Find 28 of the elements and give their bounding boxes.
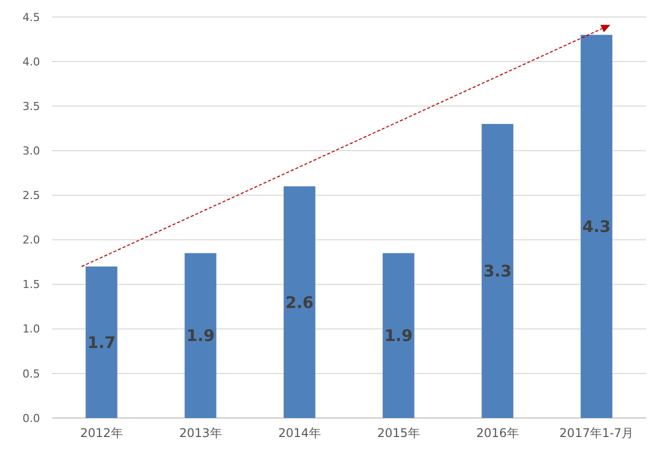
data-label: 1.7 bbox=[87, 332, 116, 352]
x-tick-label: 2015年 bbox=[377, 426, 420, 440]
bar bbox=[284, 186, 316, 418]
bar bbox=[580, 34, 612, 418]
y-tick-label: 4.5 bbox=[22, 10, 40, 24]
y-tick-label: 2.5 bbox=[22, 189, 40, 202]
y-tick-label: 1.5 bbox=[22, 278, 40, 292]
y-tick-label: 3.5 bbox=[22, 100, 40, 113]
data-label: 3.3 bbox=[483, 262, 512, 281]
x-tick-label: 2017年1-7月 bbox=[559, 426, 634, 440]
y-tick-label: 2.0 bbox=[22, 234, 40, 247]
x-tick-label: 2012年 bbox=[80, 426, 123, 440]
x-tick-label: 2013年 bbox=[179, 426, 222, 440]
data-label: 2.6 bbox=[285, 292, 314, 312]
bar bbox=[382, 253, 414, 418]
y-tick-label: 1.0 bbox=[22, 322, 40, 336]
bar bbox=[482, 124, 514, 418]
y-tick-label: 0.5 bbox=[22, 367, 40, 380]
data-label: 1.9 bbox=[186, 326, 215, 346]
data-label: 4.3 bbox=[582, 217, 611, 236]
x-tick-label: 2016年 bbox=[476, 426, 519, 440]
y-tick-label: 4.0 bbox=[22, 55, 40, 68]
y-tick-label: 0.0 bbox=[22, 412, 40, 425]
x-tick-label: 2014年 bbox=[278, 426, 321, 440]
data-label: 1.9 bbox=[384, 326, 413, 346]
bar bbox=[86, 266, 118, 418]
y-tick-label: 3.0 bbox=[22, 144, 40, 158]
bar bbox=[184, 253, 216, 418]
